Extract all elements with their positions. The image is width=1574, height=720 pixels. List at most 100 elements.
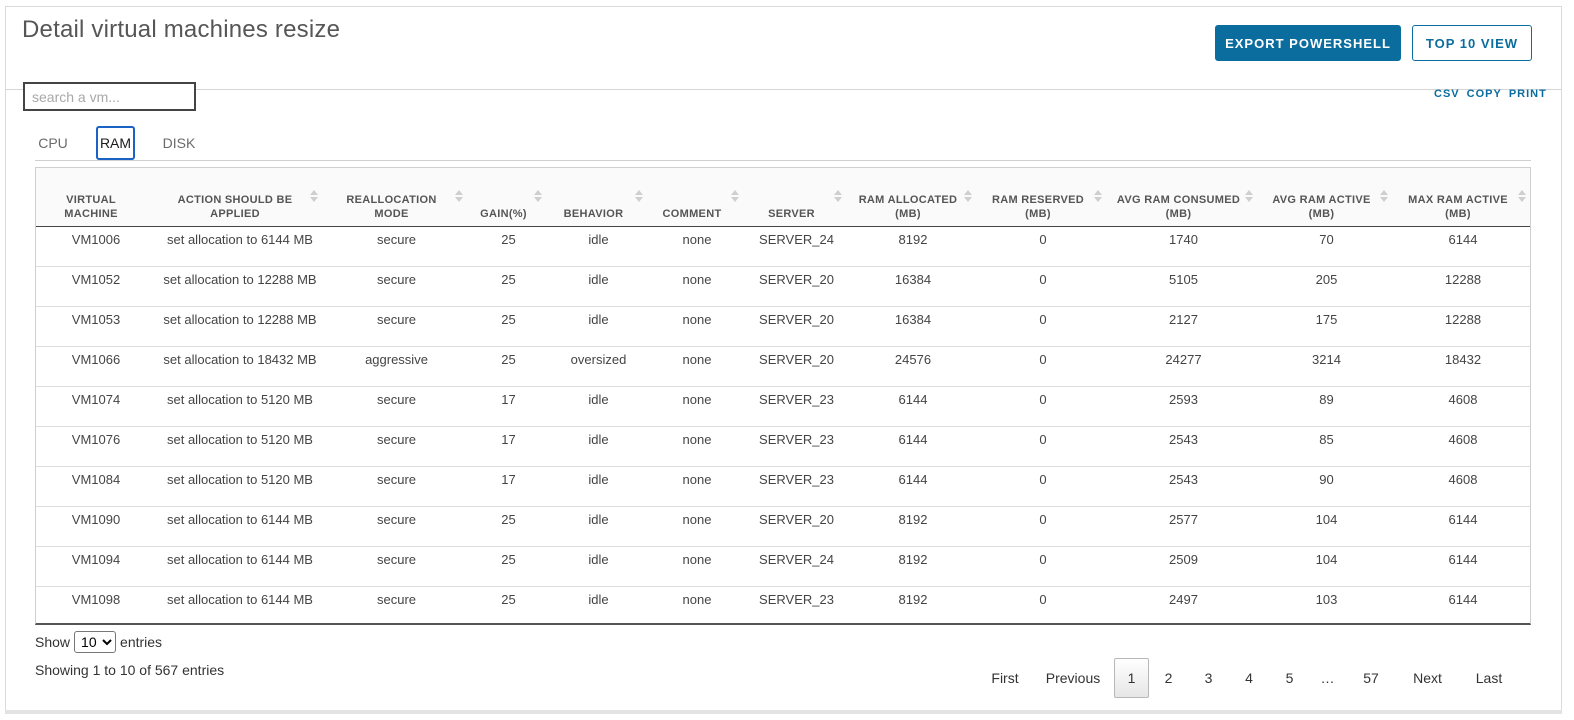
table-row[interactable]: VM1066 set allocation to 18432 MB aggressi… [36,346,1530,387]
table-cell: SERVER_23 [745,426,848,467]
column-header[interactable]: ACTION SHOULD BE APPLIED [156,168,324,227]
table-cell: 6144 [1448,591,1478,607]
table-cell: 24277 [1108,346,1259,387]
table-row[interactable]: VM1053 set allocation to 12288 MB secure 25… [36,306,1530,347]
table-cell: 175 [1259,306,1394,347]
table-cell: set allocation to 6144 MB [156,506,324,547]
pagination-page-button[interactable]: 2 [1164,670,1173,686]
sort-both-icon [455,190,463,204]
table-cell: 25 [469,546,548,587]
table-cell: 2497 [1169,591,1198,607]
table-cell: 25 [469,266,548,307]
table-cell: VM1076 [36,426,156,467]
table-cell: 0 [1039,591,1047,607]
table-cell: 18432 [1394,346,1530,387]
table-row[interactable]: VM1094 set allocation to 6144 MB secure 25 i… [36,546,1530,587]
table-row[interactable]: VM1076 set allocation to 5120 MB secure 17 i… [36,426,1530,467]
table-cell: VM1052 [36,266,156,307]
table-cell: SERVER_20 [745,306,848,347]
table-body: VM1006 set allocation to 6144 MB secure 25 i… [36,226,1530,623]
table-cell: VM1084 [36,466,156,507]
export-powershell-button[interactable]: EXPORT POWERSHELL [1215,25,1401,61]
table-cell: none [649,226,745,267]
table-cell: 0 [978,546,1108,587]
pagination-previous-button[interactable]: Previous [1045,670,1101,686]
column-header-label: BEHAVIOR [563,207,624,220]
pagination-first-button[interactable]: First [991,670,1019,686]
table-cell: 6144 [1394,226,1530,267]
table-cell: 2543 [1108,466,1259,507]
table-cell: secure [324,266,469,307]
table-row[interactable]: VM1074 set allocation to 5120 MB secure 17 i… [36,386,1530,427]
table-cell: 0 [978,426,1108,467]
table-cell: idle [588,591,609,607]
csv-link[interactable]: CSV [1434,88,1460,100]
sort-both-icon [1518,190,1526,204]
table-cell: 205 [1259,266,1394,307]
table-cell: 8192 [848,506,978,547]
column-header[interactable]: COMMENT [649,168,745,227]
table-cell: 104 [1259,506,1394,547]
table-cell: secure [376,591,417,607]
table-cell: 25 [469,346,548,387]
header-divider [5,89,1562,90]
table-cell: VM1098 [71,591,121,607]
table-row[interactable]: VM1006 set allocation to 6144 MB secure 25 i… [36,226,1530,267]
sort-both-icon [834,190,842,204]
search-input[interactable] [23,82,196,111]
column-header[interactable]: AVG RAM CONSUMED (MB) [1108,168,1259,227]
top10-view-button[interactable]: TOP 10 VIEW [1412,25,1532,61]
metric-tabs: CPU RAM DISK [35,126,198,160]
column-header[interactable]: GAIN(%) [469,168,548,227]
page-size-select[interactable]: 10 [74,631,117,653]
column-header[interactable]: AVG RAM ACTIVE (MB) [1259,168,1394,227]
column-header[interactable]: RAM ALLOCATED (MB) [848,168,978,227]
table-cell: set allocation to 5120 MB [156,386,324,427]
column-header[interactable]: VIRTUAL MACHINE [36,168,164,227]
table-cell: 16384 [848,306,978,347]
column-header[interactable]: SERVER [745,168,848,227]
column-header-label: MAX RAM ACTIVE (MB) [1408,193,1508,220]
column-header[interactable]: REALLOCATION MODE [324,168,469,227]
pagination-page-button[interactable]: 4 [1245,670,1253,686]
table-cell: 8192 [848,226,978,267]
table-cell: none [649,506,745,547]
table-cell: SERVER_20 [745,506,848,547]
table-cell: none [649,266,745,307]
table-cell: 4608 [1394,426,1530,467]
pagination-page-button[interactable]: 57 [1363,670,1379,686]
pagination-page-button[interactable]: 5 [1285,670,1294,686]
tab-cpu[interactable]: CPU [38,135,68,151]
tab-ram[interactable]: RAM [96,126,135,160]
table-row[interactable]: VM1052 set allocation to 12288 MB secure 25… [36,266,1530,307]
tab-disk[interactable]: DISK [162,135,196,151]
pagination-next-button[interactable]: Next [1413,670,1442,686]
table-cell: 4608 [1394,386,1530,427]
column-header-label: RAM ALLOCATED (MB) [858,193,958,220]
column-header[interactable]: BEHAVIOR [548,168,649,227]
table-cell: idle [548,306,649,347]
pagination-page-button[interactable]: 3 [1204,670,1213,686]
table-cell: set allocation to 18432 MB [156,346,324,387]
table-cell: 25 [469,226,548,267]
table-cell: 0 [978,266,1108,307]
table-cell: 2543 [1108,426,1259,467]
table-cell: 6144 [848,426,978,467]
entries-label: entries [120,634,163,650]
column-header[interactable]: RAM RESERVED (MB) [978,168,1108,227]
table-cell: 2127 [1108,306,1259,347]
table-row[interactable]: VM1098 set allocation to 6144 MB secure 25 i… [36,586,1530,623]
table-cell: VM1006 [36,226,156,267]
copy-link[interactable]: COPY [1466,88,1502,100]
table-cell: secure [324,226,469,267]
table-cell: set allocation to 5120 MB [156,426,324,467]
column-header[interactable]: MAX RAM ACTIVE (MB) [1394,168,1530,227]
table-cell: secure [324,426,469,467]
table-row[interactable]: VM1084 set allocation to 5120 MB secure 17 i… [36,466,1530,507]
table-cell: 2593 [1108,386,1259,427]
print-link[interactable]: PRINT [1508,88,1547,100]
pagination-page-button[interactable]: 1 [1114,658,1149,698]
table-row[interactable]: VM1090 set allocation to 6144 MB secure 25 i… [36,506,1530,547]
pagination-last-button[interactable]: Last [1475,670,1503,686]
table-cell: secure [324,306,469,347]
